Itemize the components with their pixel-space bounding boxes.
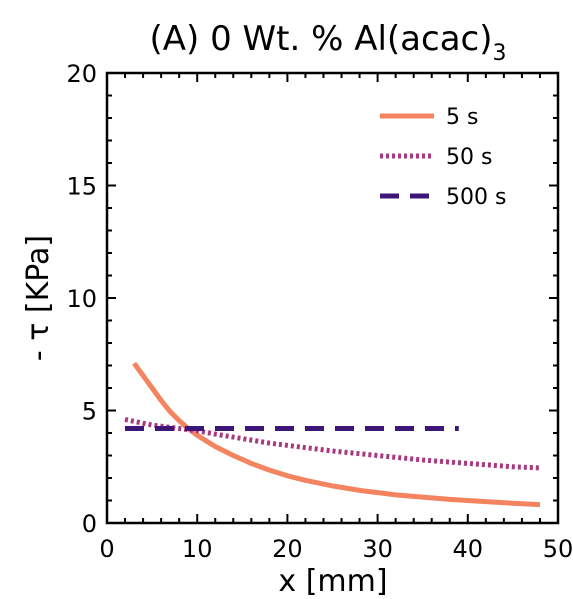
series-line-1 (132, 361, 541, 508)
legend-label-2: 50 s (446, 145, 492, 170)
legend-label-3: 500 s (446, 185, 506, 210)
x-tick-label: 40 (453, 535, 484, 563)
y-tick-label: 0 (82, 510, 97, 538)
x-tick-label: 30 (362, 535, 393, 563)
y-tick-label: 5 (82, 398, 97, 426)
y-axis-label: - τ [KPa] (21, 235, 56, 361)
x-tick-label: 50 (543, 535, 573, 563)
y-tick-label: 20 (66, 60, 97, 88)
plot-frame (105, 71, 560, 525)
y-tick-labels: 0 5 10 15 20 (66, 60, 97, 538)
legend-label-1: 5 s (446, 105, 478, 130)
y-tick-label: 15 (66, 173, 97, 201)
chart-title-subscript: 3 (493, 41, 507, 66)
x-tick-label: 20 (272, 535, 303, 563)
series-line-2 (124, 417, 541, 471)
chart-title: (A) 0 Wt. % Al(acac)3 (149, 19, 506, 66)
x-tick-label: 0 (99, 535, 114, 563)
x-axis-label: x [mm] (278, 564, 387, 599)
legend: 5 s 50 s 500 s (380, 105, 506, 210)
x-tick-labels: 0 10 20 30 40 50 (99, 535, 573, 563)
axis-ticks (106, 72, 559, 524)
x-tick-label: 10 (182, 535, 213, 563)
series-lines (124, 361, 541, 508)
y-tick-label: 10 (66, 285, 97, 313)
